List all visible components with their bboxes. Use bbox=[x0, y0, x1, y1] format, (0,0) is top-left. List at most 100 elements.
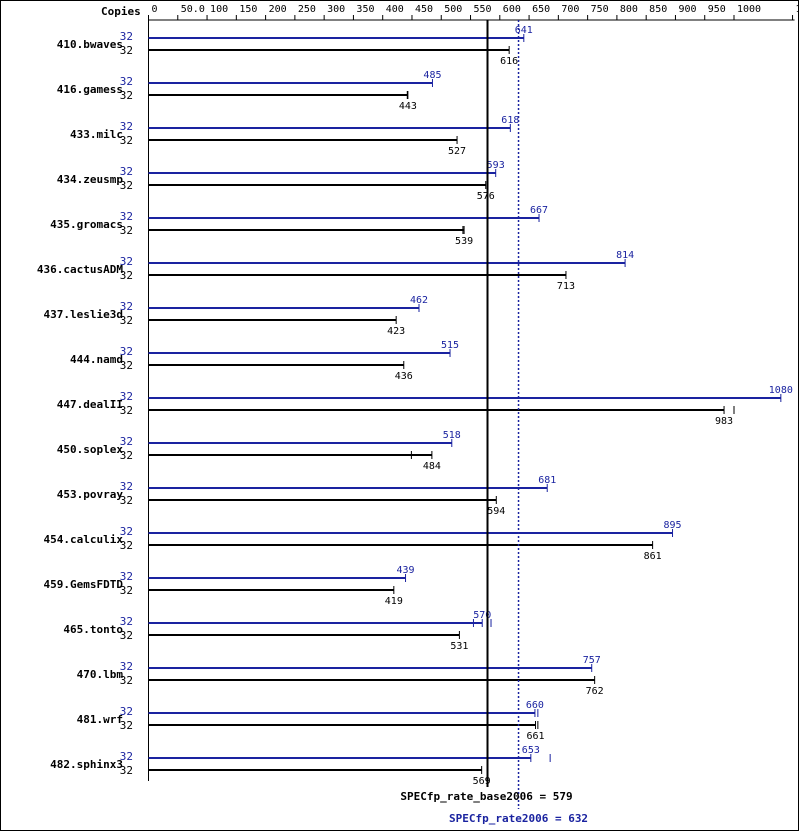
peak-copies: 32 bbox=[120, 660, 133, 673]
benchmark-name: 465.tonto bbox=[63, 623, 123, 636]
base-value-label: 539 bbox=[455, 236, 473, 247]
peak-copies: 32 bbox=[120, 390, 133, 403]
benchmark-name: 450.soplex bbox=[57, 443, 124, 456]
peak-value-label: 462 bbox=[410, 295, 428, 306]
base-copies: 32 bbox=[120, 719, 133, 732]
x-tick-label: 900 bbox=[678, 4, 696, 15]
x-tick-label: 700 bbox=[561, 4, 579, 15]
benchmark-name: 459.GemsFDTD bbox=[44, 578, 124, 591]
peak-value-label: 570 bbox=[473, 610, 491, 621]
base-copies: 32 bbox=[120, 134, 133, 147]
benchmark-name: 435.gromacs bbox=[50, 218, 123, 231]
base-copies: 32 bbox=[120, 629, 133, 642]
peak-value-label: 681 bbox=[538, 475, 556, 486]
peak-value-label: 1080 bbox=[769, 385, 793, 396]
x-tick-label: 150 bbox=[239, 4, 257, 15]
benchmark-name: 416.gamess bbox=[57, 83, 123, 96]
peak-value-label: 518 bbox=[443, 430, 461, 441]
peak-value-label: 895 bbox=[663, 520, 681, 531]
benchmark-name: 410.bwaves bbox=[57, 38, 123, 51]
x-tick-label: 200 bbox=[269, 4, 287, 15]
base-copies: 32 bbox=[120, 224, 133, 237]
x-tick-label: 650 bbox=[532, 4, 550, 15]
base-value-label: 423 bbox=[387, 326, 405, 337]
base-value-label: 436 bbox=[395, 371, 413, 382]
x-tick-label: 50.0 bbox=[181, 4, 205, 15]
x-tick-label: 950 bbox=[708, 4, 726, 15]
peak-value-label: 593 bbox=[487, 160, 505, 171]
x-tick-label: 450 bbox=[415, 4, 433, 15]
base-copies: 32 bbox=[120, 449, 133, 462]
base-copies: 32 bbox=[120, 359, 133, 372]
peak-copies: 32 bbox=[120, 480, 133, 493]
base-value-label: 762 bbox=[586, 686, 604, 697]
benchmark-name: 447.dealII bbox=[57, 398, 123, 411]
x-tick-label: 300 bbox=[327, 4, 345, 15]
x-tick-label: 0 bbox=[152, 4, 158, 15]
peak-copies: 32 bbox=[120, 30, 133, 43]
peak-copies: 32 bbox=[120, 570, 133, 583]
base-value-label: 616 bbox=[500, 56, 518, 67]
base-value-label: 443 bbox=[399, 101, 417, 112]
base-copies: 32 bbox=[120, 179, 133, 192]
base-copies: 32 bbox=[120, 404, 133, 417]
x-tick-label: 400 bbox=[386, 4, 404, 15]
base-value-label: 594 bbox=[487, 506, 505, 517]
peak-value-label: 757 bbox=[583, 655, 601, 666]
base-copies: 32 bbox=[120, 314, 133, 327]
benchmark-name: 434.zeusmp bbox=[57, 173, 124, 186]
peak-copies: 32 bbox=[120, 525, 133, 538]
base-copies: 32 bbox=[120, 44, 133, 57]
peak-value-label: 485 bbox=[423, 70, 441, 81]
x-tick-label: 100 bbox=[210, 4, 228, 15]
peak-copies: 32 bbox=[120, 750, 133, 763]
base-value-label: 576 bbox=[477, 191, 495, 202]
benchmark-name: 453.povray bbox=[57, 488, 124, 501]
base-value-label: 531 bbox=[450, 641, 468, 652]
x-tick-label: 500 bbox=[444, 4, 462, 15]
peak-copies: 32 bbox=[120, 75, 133, 88]
x-tick-label: 850 bbox=[649, 4, 667, 15]
base-value-label: 661 bbox=[526, 731, 544, 742]
base-summary-label: SPECfp_rate_base2006 = 579 bbox=[400, 790, 572, 803]
base-copies: 32 bbox=[120, 269, 133, 282]
peak-copies: 32 bbox=[120, 435, 133, 448]
peak-value-label: 667 bbox=[530, 205, 548, 216]
benchmark-name: 437.leslie3d bbox=[44, 308, 123, 321]
x-tick-label: 250 bbox=[298, 4, 316, 15]
peak-copies: 32 bbox=[120, 345, 133, 358]
x-tick-label: 600 bbox=[503, 4, 521, 15]
peak-value-label: 515 bbox=[441, 340, 459, 351]
base-copies: 32 bbox=[120, 584, 133, 597]
peak-value-label: 814 bbox=[616, 250, 634, 261]
benchmark-name: 481.wrf bbox=[77, 713, 123, 726]
peak-copies: 32 bbox=[120, 705, 133, 718]
peak-value-label: 660 bbox=[526, 700, 544, 711]
peak-copies: 32 bbox=[120, 300, 133, 313]
peak-copies: 32 bbox=[120, 120, 133, 133]
benchmark-name: 444.namd bbox=[70, 353, 123, 366]
base-value-label: 983 bbox=[715, 416, 733, 427]
benchmark-name: 470.lbm bbox=[77, 668, 124, 681]
x-tick-label: 800 bbox=[620, 4, 638, 15]
base-copies: 32 bbox=[120, 674, 133, 687]
peak-value-label: 653 bbox=[522, 745, 540, 756]
peak-copies: 32 bbox=[120, 615, 133, 628]
benchmark-name: 436.cactusADM bbox=[37, 263, 123, 276]
benchmark-rows: 410.bwaves3232641616416.gamess3232485443… bbox=[37, 25, 793, 787]
x-tick-label: 1000 bbox=[737, 4, 761, 15]
